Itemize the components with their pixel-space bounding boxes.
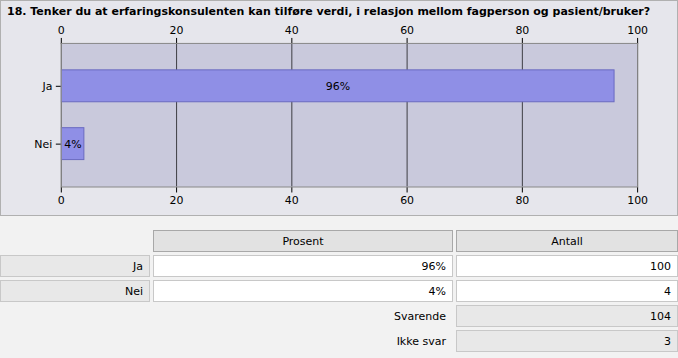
html-text:3: 3 [664, 335, 671, 348]
svg-text:20: 20 [170, 194, 184, 207]
html-text:Ja: Ja [133, 260, 143, 273]
html-text:4: 4 [664, 285, 671, 298]
svg-text:80: 80 [515, 24, 529, 37]
html-text:Antall: Antall [551, 235, 583, 248]
svg-text:40: 40 [285, 24, 299, 37]
svg-text:60: 60 [400, 24, 414, 37]
svg-text:96%: 96% [326, 80, 350, 93]
svg-text:0: 0 [58, 24, 65, 37]
html-text:Prosent: Prosent [282, 235, 324, 248]
svg-text:60: 60 [400, 194, 414, 207]
svg-text:4%: 4% [64, 138, 81, 151]
svg-text:0: 0 [58, 194, 65, 207]
html-text:Nei: Nei [124, 285, 143, 298]
html-text:4%: 4% [428, 285, 446, 298]
html-text:100: 100 [650, 260, 671, 273]
html-text:Ikke svar: Ikke svar [396, 335, 446, 348]
html-text:104: 104 [650, 310, 671, 323]
html-text:Svarende: Svarende [394, 310, 446, 323]
svg-text:80: 80 [515, 194, 529, 207]
svg-text:Nei: Nei [34, 138, 52, 151]
svg-text:100: 100 [627, 194, 648, 207]
svg-text:40: 40 [285, 194, 299, 207]
html-text:18. Tenker du at erfaringskons: 18. Tenker du at erfaringskonsulenten ka… [7, 5, 651, 18]
svg-text:100: 100 [627, 24, 648, 37]
svg-text:20: 20 [170, 24, 184, 37]
svg-text:Ja: Ja [41, 80, 52, 93]
html-text:96%: 96% [421, 260, 446, 273]
